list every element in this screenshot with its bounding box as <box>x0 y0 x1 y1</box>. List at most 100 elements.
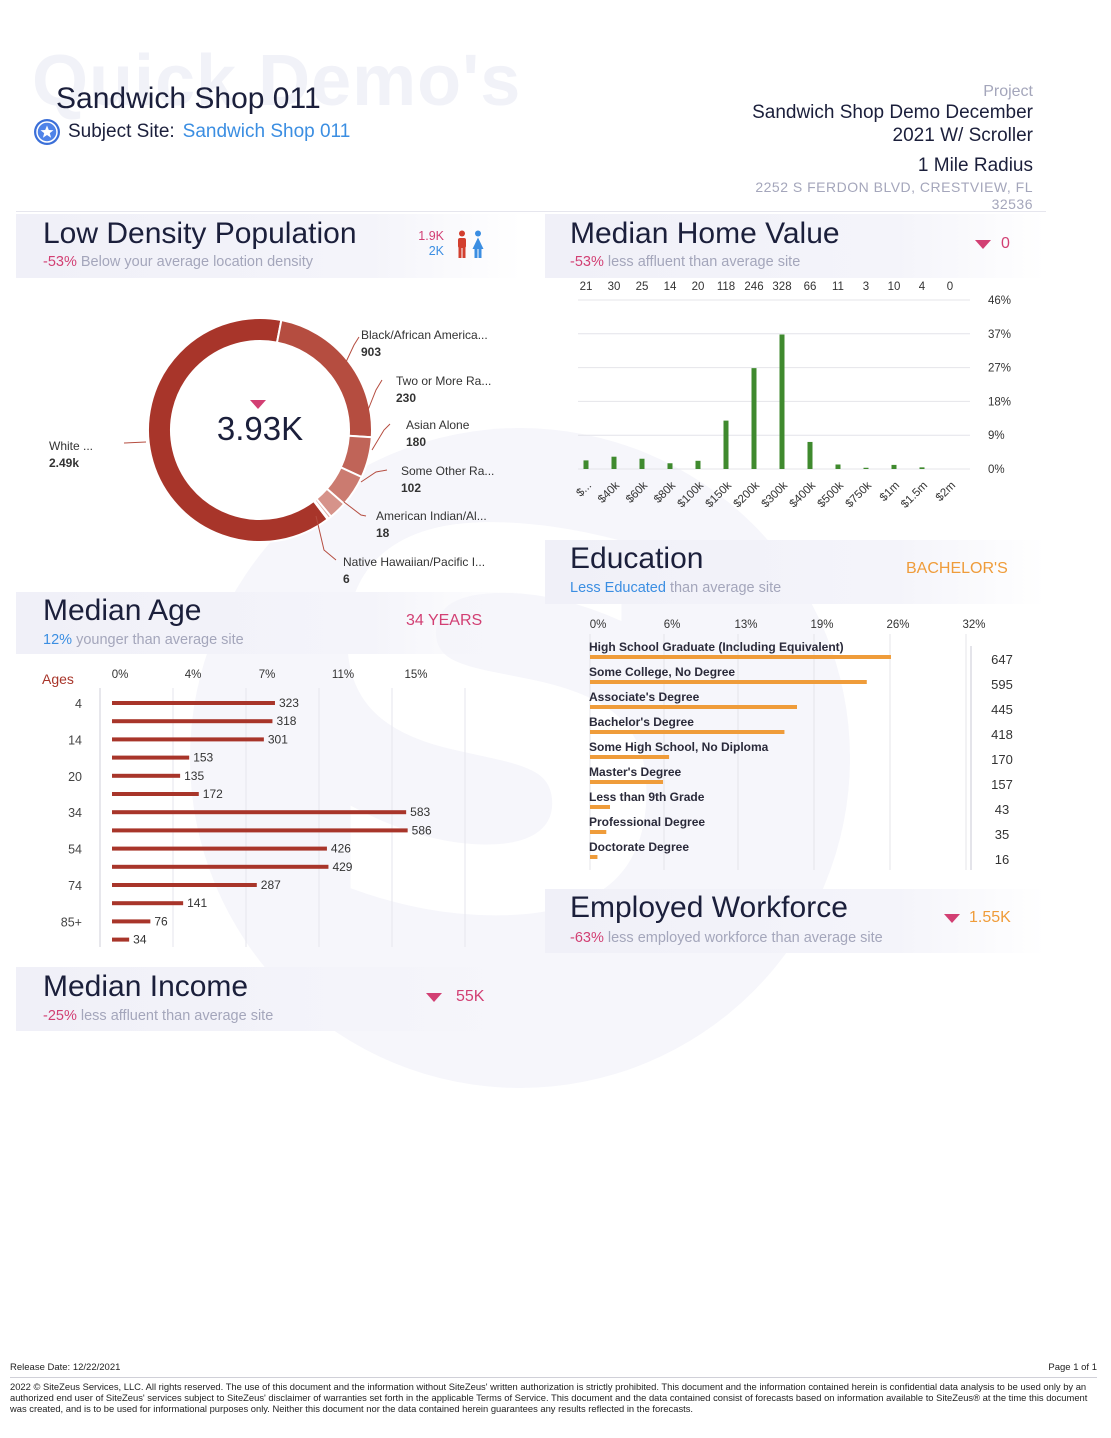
age-bar[interactable] <box>112 864 329 869</box>
age-bar[interactable] <box>112 737 264 742</box>
age-bar[interactable] <box>112 810 407 815</box>
subject-value-link[interactable]: Sandwich Shop 011 <box>182 121 351 142</box>
age-bar[interactable] <box>112 919 151 924</box>
donut-slice-label: Some Other Ra... <box>401 464 494 478</box>
home-value-bar[interactable] <box>611 456 617 469</box>
age-value-label: 76 <box>154 914 168 928</box>
home-y-tick: 37% <box>988 329 1011 341</box>
subject-label: Subject Site: <box>68 121 175 142</box>
age-value-label: 426 <box>331 842 351 856</box>
age-value-label: 429 <box>332 860 352 874</box>
workforce-sub-text: less employed workforce than average sit… <box>607 930 883 946</box>
education-sub-highlight: Less Educated <box>570 580 666 596</box>
age-y-label: 20 <box>68 770 82 784</box>
home-x-label: $500k <box>815 479 846 510</box>
age-y-label: 34 <box>68 806 82 820</box>
age-bar[interactable] <box>112 883 257 887</box>
donut-slice[interactable] <box>312 499 330 521</box>
edu-bar[interactable] <box>590 830 607 834</box>
home-count-label: 66 <box>804 281 817 293</box>
age-x-tick: 4% <box>185 669 202 681</box>
age-value-label: 153 <box>193 751 213 765</box>
income-pct: -25% <box>43 1008 77 1024</box>
edu-bar[interactable] <box>590 855 598 859</box>
home-x-label: $1m <box>878 480 902 504</box>
edu-bar[interactable] <box>590 805 611 809</box>
project-label: Project <box>983 83 1033 100</box>
age-bar[interactable] <box>112 901 184 906</box>
edu-count-label: 595 <box>991 677 1013 692</box>
home-count-label: 20 <box>692 281 705 293</box>
home-value-bar[interactable] <box>723 420 729 469</box>
edu-bar[interactable] <box>590 730 785 734</box>
edu-x-tick: 13% <box>734 619 757 631</box>
home-y-tick: 0% <box>988 464 1005 476</box>
age-bar[interactable] <box>112 755 190 760</box>
home-value-title: Median Home Value <box>570 217 840 250</box>
home-count-label: 11 <box>832 281 844 293</box>
address-line2: 32536 <box>991 196 1033 212</box>
population-donut-chart: White ... 2.49k Black/African America... 90… <box>49 317 494 586</box>
home-value-bar[interactable] <box>835 464 841 469</box>
project-block: Project Sandwich Shop Demo December 2021… <box>613 82 1033 213</box>
edu-bar[interactable] <box>590 755 670 759</box>
home-count-label: 21 <box>580 281 593 293</box>
edu-bar[interactable] <box>590 655 891 659</box>
education-title: Education <box>570 542 704 575</box>
age-y-label: 4 <box>75 697 82 711</box>
age-bar[interactable] <box>112 719 273 724</box>
home-value-bar[interactable] <box>863 467 869 469</box>
donut-slice[interactable] <box>147 317 330 543</box>
home-y-tick: 9% <box>988 430 1005 442</box>
age-value-label: 34 <box>133 933 147 947</box>
population-subtitle: -53% Below your average location density <box>43 254 313 270</box>
edu-bar[interactable] <box>590 780 664 784</box>
home-value-bar[interactable] <box>667 463 673 469</box>
age-bar[interactable] <box>112 937 130 942</box>
home-x-label: $300k <box>759 479 790 510</box>
edu-row-label: Associate's Degree <box>589 690 700 704</box>
age-bar[interactable] <box>112 792 199 796</box>
population-title: Low Density Population <box>43 217 357 250</box>
subject-site-row: Subject Site: Sandwich Shop 011 <box>34 119 350 145</box>
age-y-label: 85+ <box>61 915 82 929</box>
age-bar[interactable] <box>112 846 327 851</box>
age-bar[interactable] <box>112 828 408 833</box>
age-bar[interactable] <box>112 773 181 778</box>
workforce-value: 1.55K <box>969 909 1011 926</box>
home-x-label: $... <box>574 480 594 500</box>
edu-row-label: Bachelor's Degree <box>589 715 694 729</box>
home-value-bar[interactable] <box>919 467 925 469</box>
home-value-bar[interactable] <box>807 441 813 469</box>
edu-bar[interactable] <box>590 680 867 684</box>
age-bar[interactable] <box>112 701 275 705</box>
home-count-label: 30 <box>608 281 621 293</box>
home-value-bar[interactable] <box>639 458 645 469</box>
donut-slice-value: 6 <box>343 572 350 586</box>
age-pct: 12% <box>43 632 73 648</box>
age-axis-label: Ages <box>42 671 74 687</box>
home-y-tick: 27% <box>988 363 1011 375</box>
donut-slice-value: 230 <box>396 391 416 405</box>
home-value-bar[interactable] <box>779 334 785 469</box>
workforce-subtitle: -63% less employed workforce than averag… <box>570 930 883 946</box>
home-value-bar[interactable] <box>695 460 701 469</box>
edu-row-label: Doctorate Degree <box>589 840 689 854</box>
donut-slice-value: 180 <box>406 435 426 449</box>
release-date: Release Date: 12/22/2021 <box>10 1362 121 1373</box>
home-value-bar[interactable] <box>751 368 757 469</box>
home-value-bar[interactable] <box>891 464 897 469</box>
age-y-label: 14 <box>68 733 82 747</box>
income-subtitle: -25% less affluent than average site <box>43 1008 273 1024</box>
home-x-label: $60k <box>624 479 650 505</box>
down-arrow-icon <box>944 913 960 923</box>
home-x-label: $2m <box>934 480 958 504</box>
donut-slice-label: Two or More Ra... <box>396 374 491 388</box>
home-value-bar[interactable] <box>583 460 589 469</box>
home-value-sub-text: less affluent than average site <box>607 254 801 270</box>
population-sub-text: Below your average location density <box>80 254 314 270</box>
edu-bar[interactable] <box>590 705 797 709</box>
age-header <box>16 592 521 654</box>
edu-row-label: Some High School, No Diploma <box>589 740 769 754</box>
address-line1: 2252 S FERDON BLVD, CRESTVIEW, FL <box>755 179 1033 195</box>
